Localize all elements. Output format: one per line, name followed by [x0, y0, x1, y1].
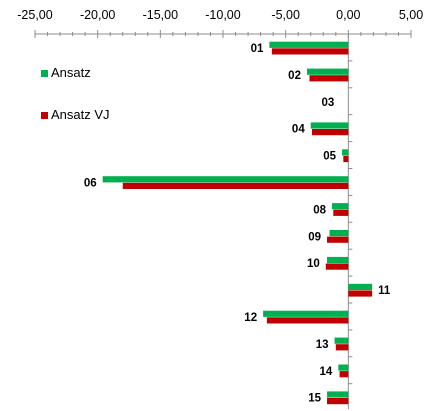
bar-ansatz-15 [327, 391, 349, 398]
bars-layer [102, 41, 373, 405]
legend-entry-label: Ansatz VJ [51, 107, 110, 122]
legend: Ansatz Ansatz VJ [41, 65, 110, 122]
bar-ansatz-vj-14 [339, 371, 349, 378]
category-label: 02 [288, 70, 301, 82]
bar-ansatz-05 [342, 149, 349, 156]
bar-ansatz-vj-11 [348, 290, 373, 297]
category-label: 12 [244, 312, 257, 324]
bar-ansatz-vj-04 [311, 129, 349, 136]
category-label: 06 [84, 178, 97, 190]
bar-ansatz-vj-12 [266, 317, 349, 324]
bar-ansatz-vj-02 [309, 75, 349, 82]
bar-ansatz-06 [102, 176, 349, 183]
x-tick-label: -15,00 [143, 8, 178, 22]
bar-ansatz-13 [334, 337, 349, 344]
category-label: 10 [307, 258, 320, 270]
bar-ansatz-vj-01 [271, 48, 349, 55]
x-tick-label: 0,00 [336, 8, 360, 22]
bar-ansatz-vj-10 [325, 263, 349, 270]
axes-layer: -25,00 -20,00 -15,00 -10,00 -5,00 0,00 5,00 [17, 8, 423, 409]
bar-ansatz-vj-09 [327, 236, 349, 243]
category-label: 08 [313, 204, 326, 216]
bar-ansatz-01 [269, 41, 349, 48]
bar-ansatz-14 [338, 364, 349, 371]
category-label: 14 [320, 366, 333, 378]
x-tick-label: -20,00 [80, 8, 115, 22]
x-tick-label: -25,00 [17, 8, 52, 22]
category-label: 11 [378, 285, 391, 297]
bar-ansatz-12 [263, 310, 349, 317]
legend-swatch [41, 70, 48, 77]
x-tick-label: -5,00 [271, 8, 300, 22]
category-label: 13 [316, 339, 329, 351]
category-label: 09 [308, 231, 321, 243]
category-label: 03 [322, 97, 335, 109]
bar-ansatz-vj-15 [327, 398, 349, 405]
category-label: 15 [308, 393, 321, 405]
bar-ansatz-11 [348, 283, 373, 290]
bar-ansatz-vj-05 [343, 155, 349, 163]
labels-layer: 01 02 03 04 05 06 08 09 10 11 12 13 14 15 [84, 43, 391, 405]
bar-ansatz-08 [332, 203, 349, 210]
category-label: 01 [251, 43, 264, 55]
bar-ansatz-vj-13 [335, 344, 349, 351]
bar-ansatz-04 [310, 122, 349, 129]
bar-ansatz-10 [327, 256, 349, 264]
bar-ansatz-02 [306, 68, 349, 75]
legend-swatch [41, 112, 48, 119]
x-tick-label: 5,00 [399, 8, 423, 22]
bar-ansatz-vj-08 [333, 209, 349, 216]
bar-ansatz-vj-06 [122, 182, 349, 189]
category-label: 05 [323, 151, 336, 163]
bar-ansatz-09 [329, 230, 349, 237]
x-tick-label: -10,00 [205, 8, 240, 22]
category-label: 04 [292, 124, 305, 136]
legend-entry-label: Ansatz [51, 65, 91, 80]
